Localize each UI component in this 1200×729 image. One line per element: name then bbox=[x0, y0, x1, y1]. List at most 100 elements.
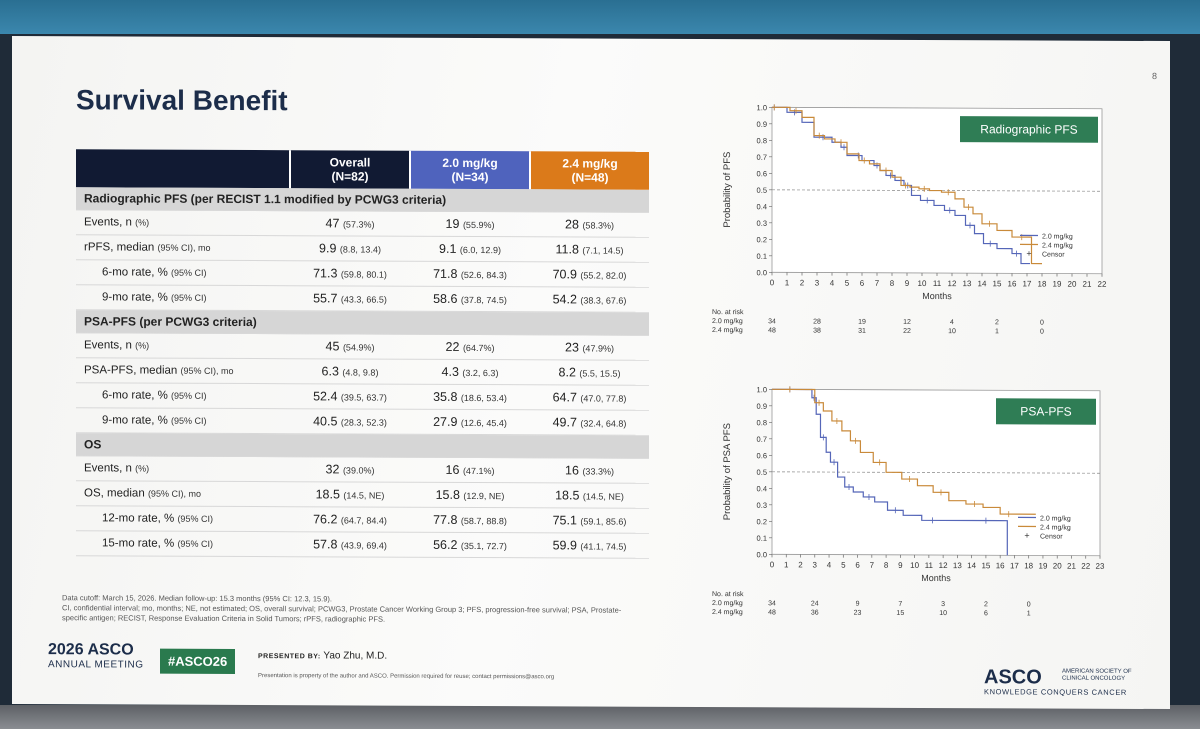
y-tick-label: 0.8 bbox=[757, 136, 767, 145]
cell-ci: (18.6, 53.4) bbox=[460, 392, 507, 404]
y-tick-label: 0.9 bbox=[757, 402, 767, 411]
cell-value: 11.8 bbox=[555, 242, 579, 257]
at-risk-value: 0 bbox=[1040, 328, 1044, 335]
table-row: 12-mo rate, % (95% CI) 76.2 (64.7, 84.4) 7… bbox=[76, 505, 649, 534]
x-tick-label: 9 bbox=[898, 561, 903, 570]
at-risk-title: No. at risk bbox=[712, 309, 744, 316]
row-label: Events, n (%) bbox=[76, 332, 290, 359]
cell-value: 77.8 bbox=[433, 512, 458, 527]
value-cell: 35.8 (18.6, 53.4) bbox=[410, 384, 530, 410]
at-risk-value: 10 bbox=[948, 328, 956, 335]
x-axis-label: Months bbox=[921, 573, 951, 583]
x-tick-label: 5 bbox=[841, 561, 846, 570]
x-tick-label: 14 bbox=[978, 279, 987, 288]
legend-label: Censor bbox=[1040, 533, 1063, 540]
row-label-text: 15-mo rate, % bbox=[102, 537, 175, 550]
cell-value: 35.8 bbox=[433, 389, 458, 404]
value-cell: 40.5 (28.3, 52.3) bbox=[290, 408, 410, 435]
header-sub: (N=48) bbox=[571, 170, 609, 185]
x-tick-label: 9 bbox=[905, 279, 910, 288]
legend-label: 2.0 mg/kg bbox=[1040, 515, 1071, 522]
row-label-text: 9-mo rate, % bbox=[102, 414, 168, 427]
km-chart-svg: 0.00.10.20.30.40.50.60.70.80.91.00 1 2 3 4 5 6… bbox=[712, 385, 1105, 617]
asco-year: 2026 ASCO bbox=[48, 641, 134, 659]
value-cell: 57.8 (43.9, 69.4) bbox=[290, 531, 410, 558]
cell-value: 28 bbox=[565, 217, 579, 232]
cell-ci: (58.7, 88.8) bbox=[460, 515, 507, 527]
at-risk-value: 1 bbox=[1027, 610, 1031, 617]
row-label: 6-mo rate, % (95% CI) bbox=[76, 259, 290, 286]
at-risk-value: 3 bbox=[941, 601, 945, 608]
x-tick-label: 11 bbox=[925, 561, 934, 570]
chart-badge-label: Radiographic PFS bbox=[980, 122, 1077, 136]
x-tick-label: 13 bbox=[963, 279, 972, 288]
x-tick-label: 4 bbox=[830, 279, 835, 288]
cell-ci: (7.1, 14.5) bbox=[582, 245, 624, 256]
value-cell: 4.3 (3.2, 6.3) bbox=[410, 359, 530, 385]
cell-ci: (14.5, NE) bbox=[582, 491, 624, 502]
x-tick-label: 0 bbox=[770, 560, 775, 569]
at-risk-value: 22 bbox=[903, 328, 911, 335]
value-cell: 59.9 (41.1, 74.5) bbox=[530, 532, 649, 559]
value-cell: 16 (33.3%) bbox=[530, 457, 649, 484]
cell-ci: (12.9, NE) bbox=[463, 490, 505, 502]
legend-label: 2.0 mg/kg bbox=[1042, 233, 1073, 240]
cell-value: 40.5 bbox=[313, 414, 338, 429]
km-curve-2-4 bbox=[772, 106, 1042, 265]
legend-censor-symbol: + bbox=[1026, 248, 1031, 258]
table-row: Events, n (%) 47 (57.3%) 19 (55.9%) 28 (58.… bbox=[76, 209, 649, 238]
x-tick-label: 7 bbox=[870, 561, 875, 570]
cell-value: 59.9 bbox=[552, 538, 577, 553]
at-risk-value: 36 bbox=[811, 609, 819, 616]
header-2-4: 2.4 mg/kg (N=48) bbox=[530, 151, 649, 190]
header-label: 2.0 mg/kg bbox=[442, 155, 498, 171]
cell-value: 23 bbox=[565, 340, 579, 355]
value-cell: 45 (54.9%) bbox=[290, 333, 410, 360]
table-row: 6-mo rate, % (95% CI) 71.3 (59.8, 80.1) 71… bbox=[76, 259, 649, 288]
header-label: Overall bbox=[329, 155, 371, 170]
cell-value: 4.3 bbox=[441, 364, 459, 379]
cell-value: 70.9 bbox=[552, 267, 577, 282]
km-chart-svg: 0.00.10.20.30.40.50.60.70.80.91.00 1 2 3 4 5 6… bbox=[712, 103, 1107, 335]
cell-ci: (6.0, 12.9) bbox=[459, 244, 501, 256]
section-header-row: Radiographic PFS (per RECIST 1.1 modifie… bbox=[76, 187, 649, 213]
y-axis-label: Probability of PFS bbox=[722, 152, 733, 228]
x-tick-label: 22 bbox=[1081, 562, 1090, 571]
cell-value: 58.6 bbox=[433, 291, 458, 306]
row-label-text: rPFS, median bbox=[84, 241, 155, 254]
at-risk-value: 34 bbox=[768, 600, 776, 607]
presenter-line: PRESENTED BY: Yao Zhu, M.D. bbox=[258, 650, 387, 661]
x-tick-label: 22 bbox=[1098, 280, 1107, 289]
at-risk-value: 0 bbox=[1027, 601, 1031, 608]
cell-value: 76.2 bbox=[313, 512, 338, 527]
y-tick-label: 0.4 bbox=[757, 202, 767, 211]
x-tick-label: 13 bbox=[953, 561, 962, 570]
x-tick-label: 21 bbox=[1083, 280, 1092, 289]
cell-value: 71.3 bbox=[313, 266, 338, 281]
cell-value: 27.9 bbox=[433, 414, 458, 429]
cell-ci: (47.1%) bbox=[462, 465, 495, 477]
slide-title: Survival Benefit bbox=[76, 84, 288, 117]
x-tick-label: 20 bbox=[1053, 562, 1062, 571]
value-cell: 27.9 (12.6, 45.4) bbox=[410, 409, 530, 435]
value-cell: 8.2 (5.5, 15.5) bbox=[530, 359, 649, 386]
cell-ci: (52.6, 84.3) bbox=[460, 269, 507, 281]
monitor-bezel-top bbox=[0, 0, 1200, 34]
y-tick-label: 0.7 bbox=[757, 153, 767, 162]
at-risk-title: No. at risk bbox=[712, 591, 744, 598]
x-tick-label: 23 bbox=[1096, 562, 1105, 571]
row-label-text: 6-mo rate, % bbox=[102, 266, 168, 279]
cell-value: 19 bbox=[445, 216, 460, 231]
x-tick-label: 2 bbox=[800, 278, 805, 287]
legend-label: 2.4 mg/kg bbox=[1040, 524, 1071, 531]
table-row: PSA-PFS, median (95% CI), mo 6.3 (4.8, 9.… bbox=[76, 357, 649, 386]
cell-value: 15.8 bbox=[435, 487, 460, 502]
cell-value: 56.2 bbox=[433, 537, 458, 552]
cell-value: 54.2 bbox=[552, 292, 577, 307]
cell-ci: (5.5, 15.5) bbox=[579, 368, 621, 379]
cell-ci: (59.8, 80.1) bbox=[340, 269, 387, 280]
cell-ci: (43.9, 69.4) bbox=[340, 540, 387, 551]
y-tick-label: 0.3 bbox=[757, 219, 767, 228]
cell-ci: (54.9%) bbox=[342, 342, 375, 353]
asco-meeting: ANNUAL MEETING bbox=[48, 659, 144, 671]
